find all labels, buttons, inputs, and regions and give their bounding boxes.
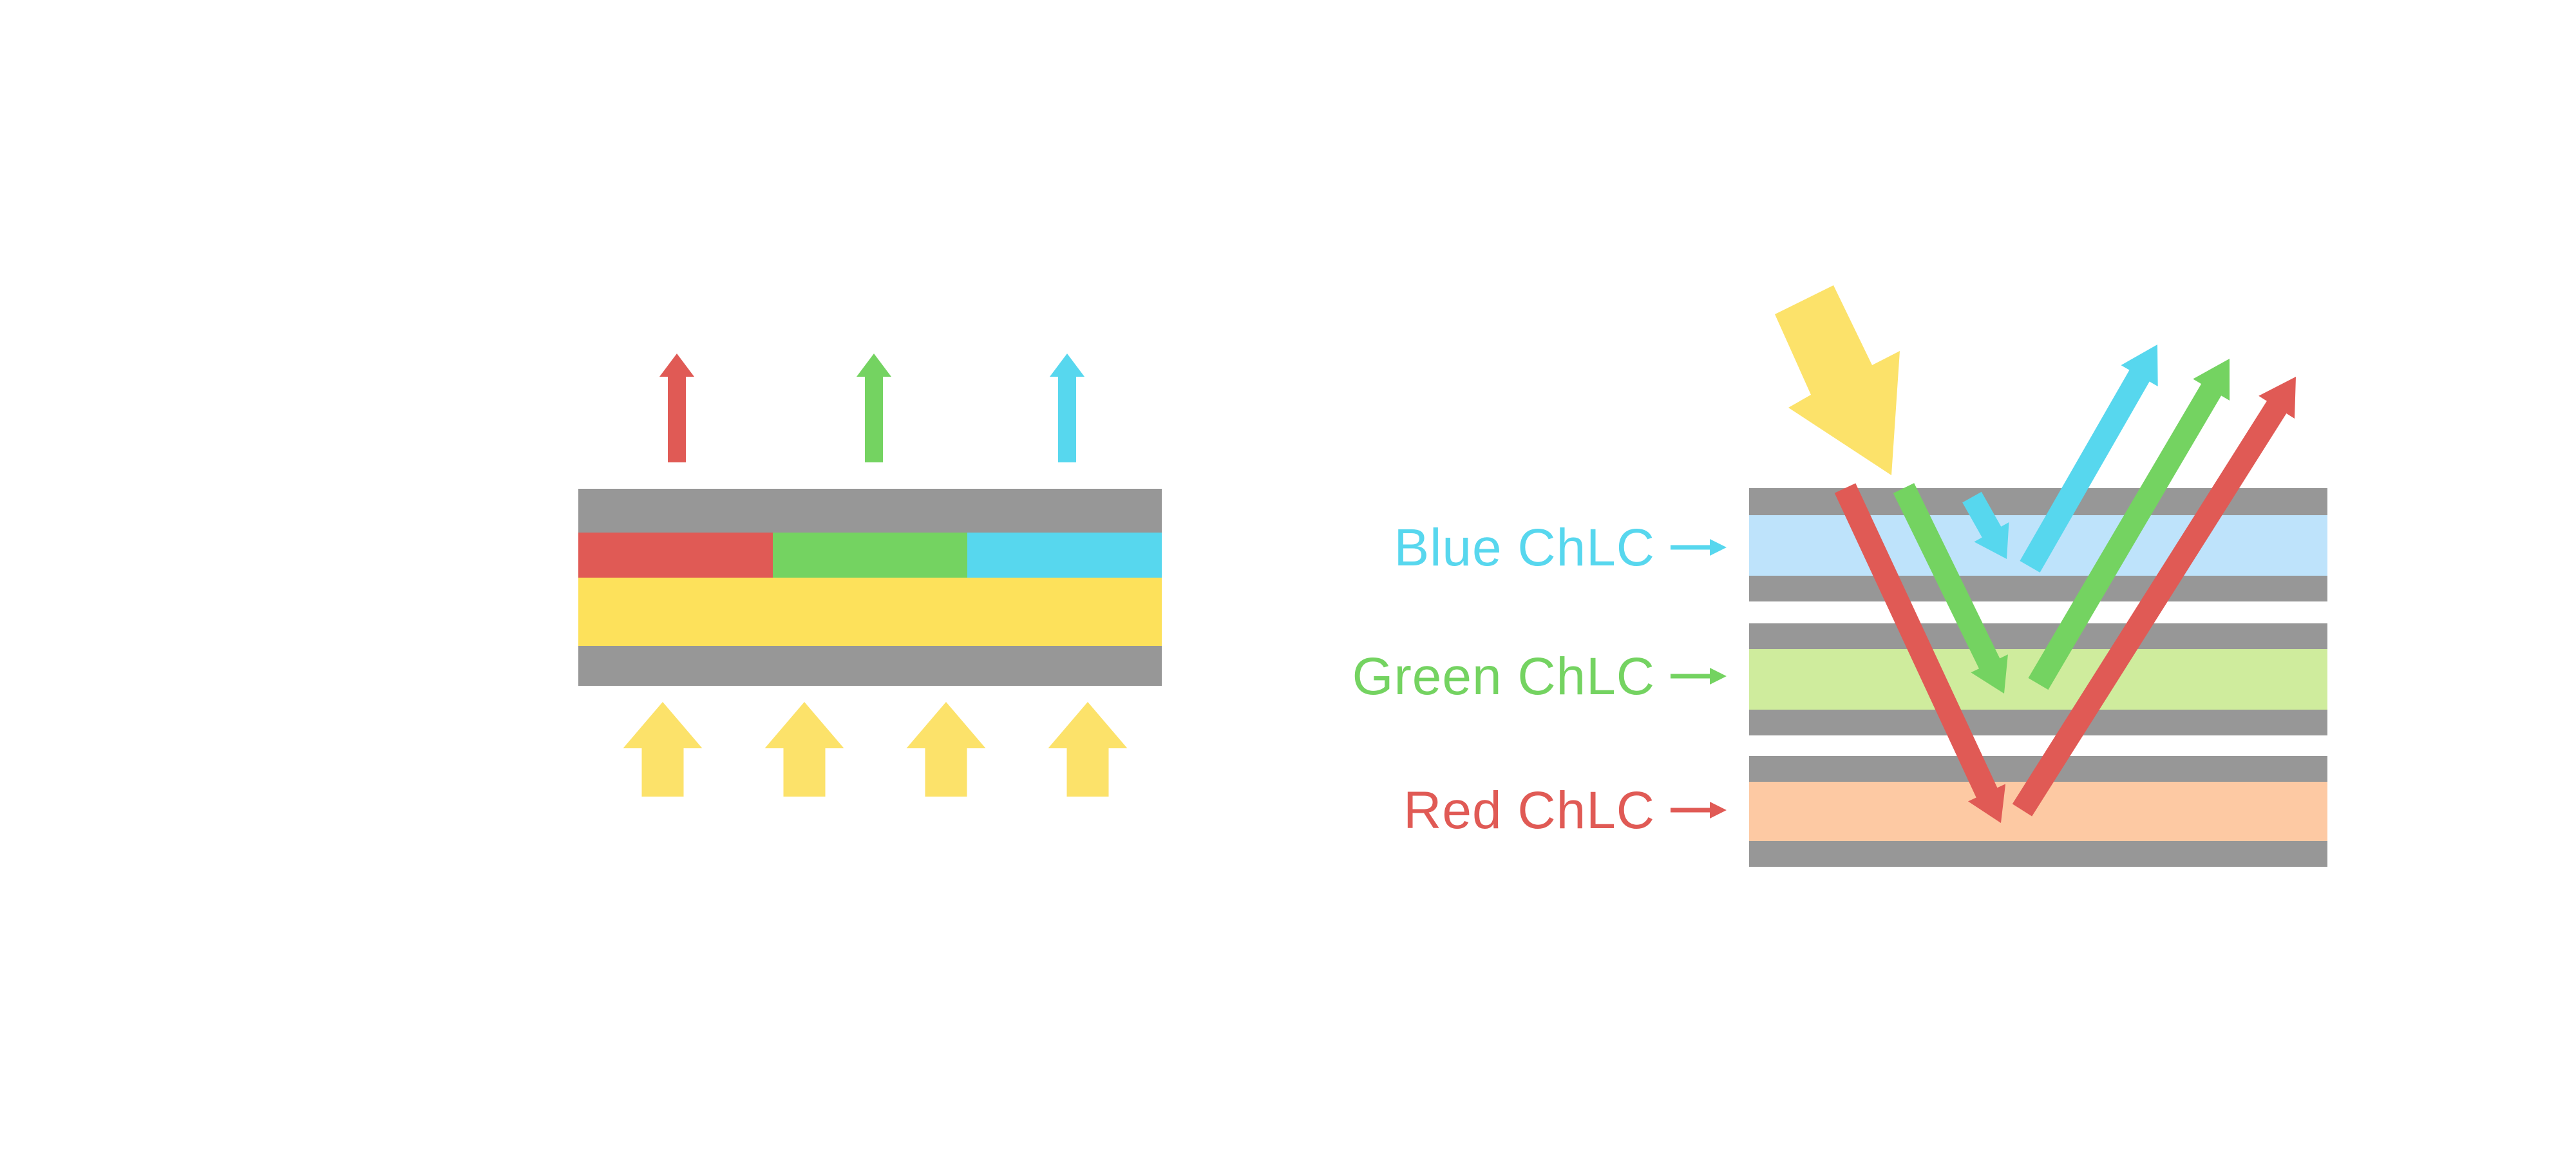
label-pointer-arrows (1671, 539, 1727, 818)
substrate (1749, 623, 2327, 649)
green-chlc-label-pointer (1671, 668, 1727, 685)
backlight-layer (578, 578, 1162, 646)
green-ray-reflected (2028, 359, 2230, 690)
substrate-bottom (578, 646, 1162, 686)
blue-pixel (967, 533, 1162, 578)
green-emission-arrow (857, 354, 891, 462)
incident-light-arrow (1775, 285, 1900, 475)
red-ray-incident (1834, 483, 2006, 823)
substrate (1749, 710, 2327, 735)
emissive-stack-diagram (578, 354, 1162, 797)
incident-light-group (1775, 285, 1900, 475)
backlight-arrows (623, 702, 1128, 797)
emissive-stack-layers (578, 489, 1162, 686)
green-chlc-label: Green ChLC (1352, 647, 1655, 706)
red-chlc-label-pointer (1671, 802, 1727, 818)
backlight-arrow-2 (764, 702, 844, 797)
blue-chlc-label-pointer (1671, 539, 1727, 556)
substrate (1749, 841, 2327, 867)
red-emission-arrow (659, 354, 694, 462)
red-chlc-label: Red ChLC (1403, 781, 1655, 840)
cyan-ray-reflected (2020, 345, 2158, 572)
emitted-light-arrows (659, 354, 1084, 462)
substrate (1749, 576, 2327, 601)
substrate-top (578, 489, 1162, 533)
green-pixel (773, 533, 967, 578)
chlc-stack-diagram: Blue ChLC Green ChLC Red ChLC (1352, 285, 2327, 867)
reflected-ray-arrows (1834, 345, 2296, 823)
red-pixel (578, 533, 773, 578)
backlight-arrow-3 (906, 702, 986, 797)
cyan-ray-incident (1962, 491, 2009, 559)
backlight-arrow-1 (623, 702, 703, 797)
backlight-arrow-4 (1048, 702, 1128, 797)
substrate (1749, 488, 2327, 515)
layer-labels: Blue ChLC Green ChLC Red ChLC (1352, 518, 1655, 840)
red-ray-reflected (2012, 377, 2296, 817)
green-ray-incident (1893, 483, 2008, 694)
blue-chlc-label: Blue ChLC (1394, 518, 1655, 577)
cyan-emission-arrow (1050, 354, 1084, 462)
